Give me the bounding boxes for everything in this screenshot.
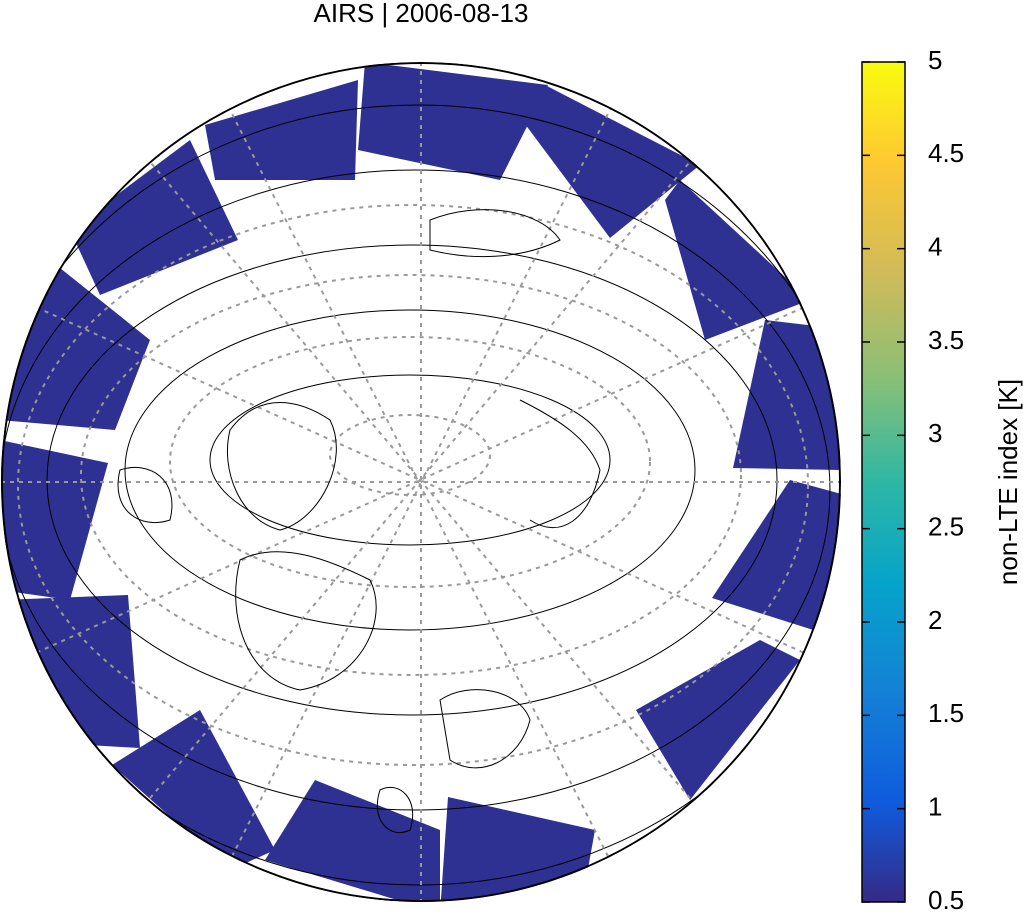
colorbar-tick-label: 3.5: [928, 325, 964, 355]
colorbar-label: non-LTE index [K]: [993, 379, 1023, 585]
colorbar-tick-label: 3: [928, 418, 942, 448]
colorbar-tick-label: 2.5: [928, 512, 964, 542]
colorbar-tick-label: 4: [928, 232, 942, 262]
colorbar-tick-label: 0.5: [928, 885, 964, 913]
swaths: [1, 62, 841, 902]
latitude-circles: [1, 104, 841, 886]
colorbar-tick-label: 1: [928, 792, 942, 822]
coastlines: [117, 209, 601, 834]
map: [1, 62, 841, 902]
title: AIRS | 2006-08-13: [314, 0, 529, 28]
colorbar-tick-label: 4.5: [928, 138, 964, 168]
colorbar-tick-label: 2: [928, 605, 942, 635]
colorbar-tick-label: 5: [928, 45, 942, 75]
colorbar: [861, 61, 906, 903]
colorbar-tick-label: 1.5: [928, 698, 964, 728]
graticule: [1, 62, 841, 902]
